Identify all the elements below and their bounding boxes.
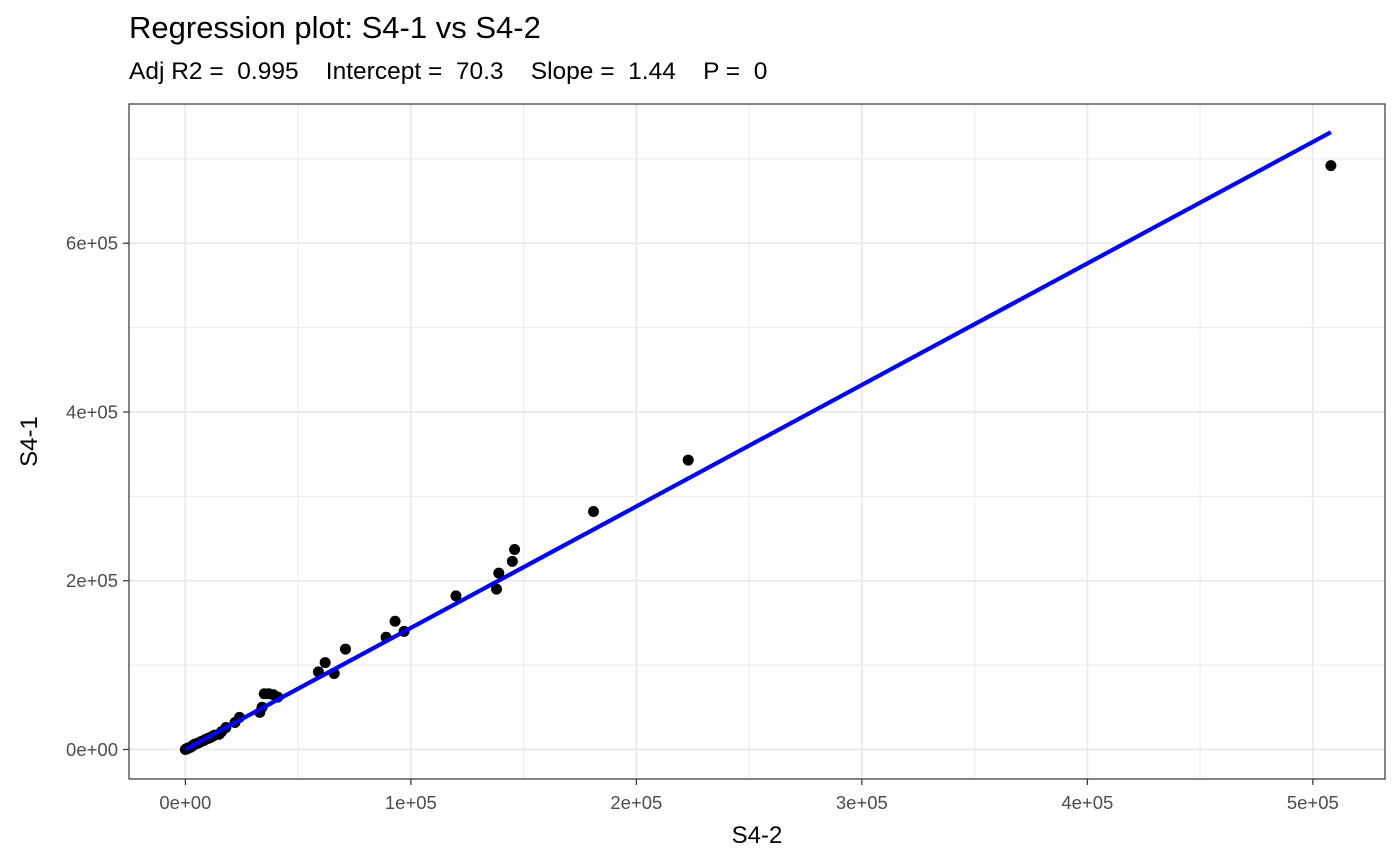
x-tick-label: 4e+05 [1061,792,1113,813]
regression-line [184,130,1332,752]
y-tick-label: 0e+00 [66,739,118,760]
y-tick-label: 2e+05 [66,570,118,591]
x-axis-title: S4-2 [732,822,783,849]
x-tick-label: 0e+00 [159,792,211,813]
data-point [319,657,331,669]
data-point [491,583,503,595]
x-tick-label: 5e+05 [1287,792,1339,813]
chart-subtitle: Adj R2 = 0.995 Intercept = 70.3 Slope = … [129,58,768,85]
data-point [506,555,518,567]
data-point [588,506,600,518]
data-point [509,544,521,555]
data-point [450,590,462,602]
y-tick-label: 4e+05 [66,401,118,422]
x-tick-label: 3e+05 [836,792,888,813]
data-point [493,567,505,579]
data-point [682,454,694,466]
plot-border [128,103,1386,780]
data-point [339,643,351,655]
x-tick-label: 1e+05 [385,792,437,813]
y-tick-label: 6e+05 [66,233,118,254]
data-point [389,615,401,627]
data-point [1325,160,1337,172]
chart-title: Regression plot: S4-1 vs S4-2 [129,10,541,45]
x-tick-label: 2e+05 [610,792,662,813]
y-axis-title: S4-1 [16,416,43,467]
